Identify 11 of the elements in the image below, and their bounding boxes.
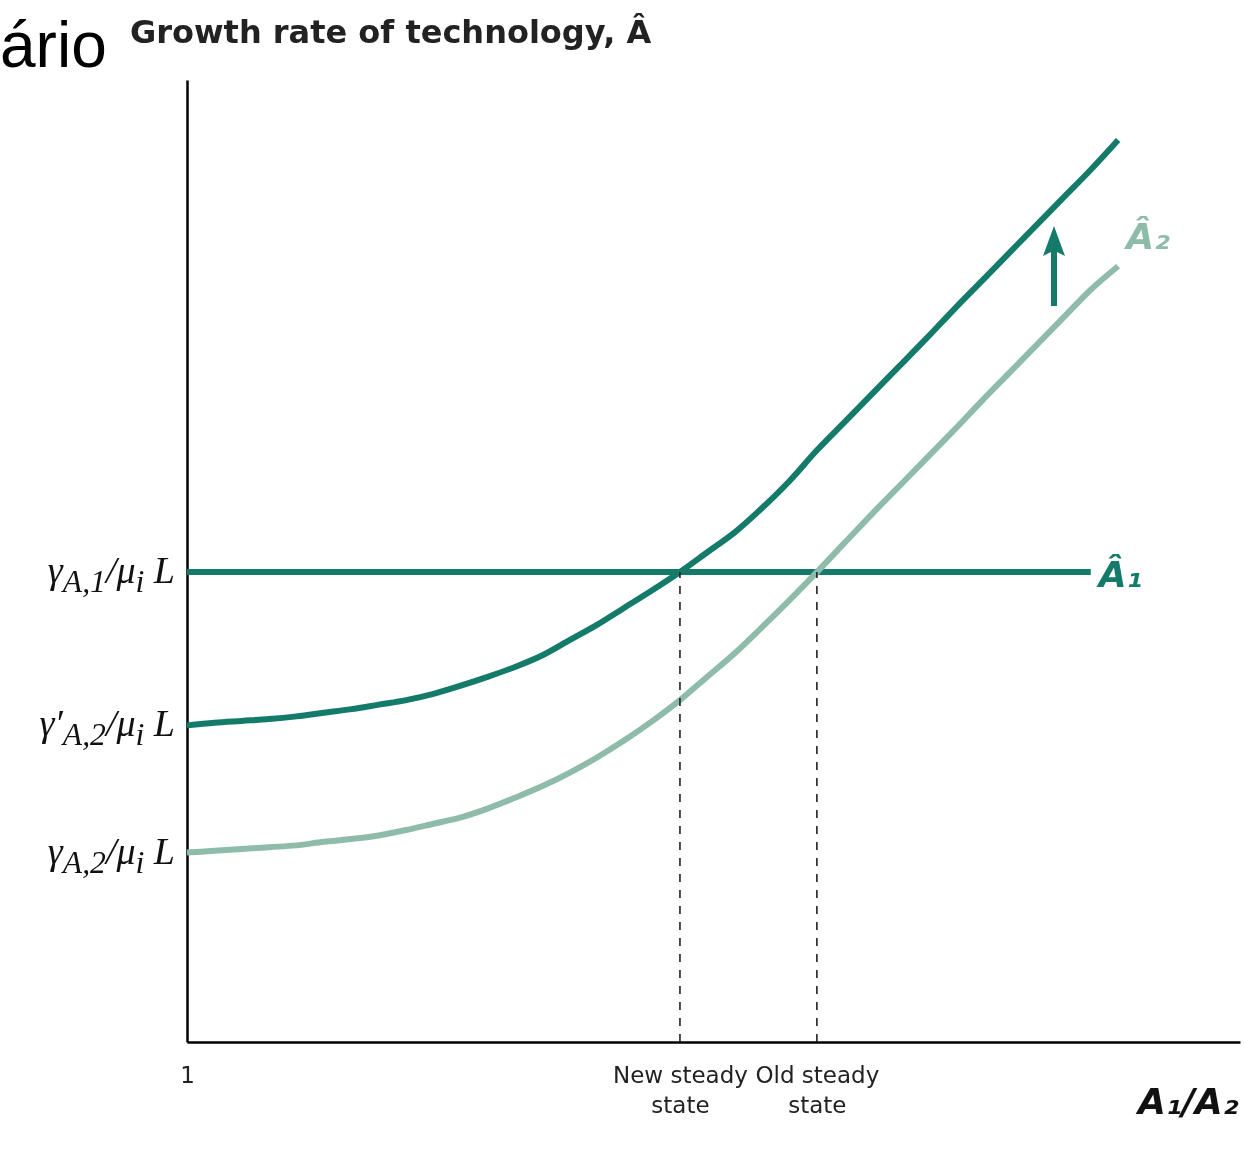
x-tick-label: New steady state [612,1061,748,1118]
annotation: γ$_{A,2}$/μ$_{i}$ L [47,828,175,881]
series-label: Â₂ [1123,216,1170,258]
x-axis-title: A₁/A₂ [1135,1080,1239,1122]
annotation: γ$_{A,1}$/μ$_{i}$ L [47,548,175,600]
chart-title: Growth rate of technology, Â [130,13,652,51]
x-tick-label: 1 [180,1061,195,1088]
x-tick-label: Old steady state [755,1061,880,1118]
series-label: Â₁ [1095,554,1143,596]
annotation: γ′$_{A,2}$/μ$_{i}$ L [39,701,175,753]
text: ário [0,8,107,82]
